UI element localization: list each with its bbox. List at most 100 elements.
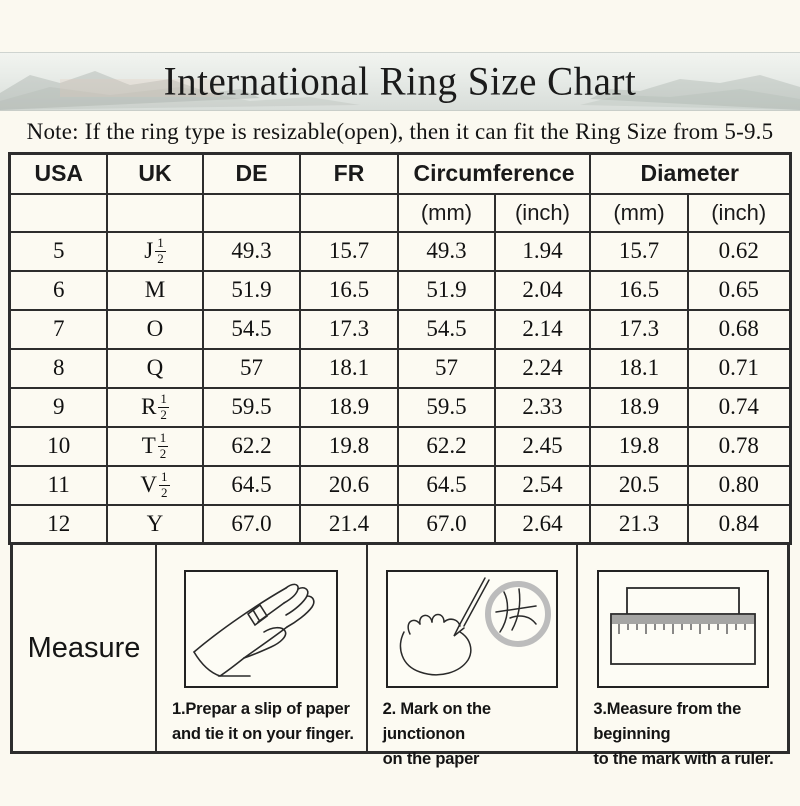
cell-fr-size: 18.1	[298, 347, 399, 389]
table-row: 8 Q 1 2 57 18.1 57 2.24 18.1 0.71	[8, 347, 791, 389]
table-row: 12 Y 1 2 67.0 21.4 67.0 2.64 21.3 0.84	[8, 503, 791, 545]
fraction-numerator: 1	[157, 430, 169, 447]
column-header-circumference: Circumference	[396, 152, 592, 195]
empty-cell	[105, 192, 204, 233]
measure-label-cell: Measure	[13, 545, 157, 751]
cell-usa-size: 10	[8, 425, 108, 467]
half-fraction: 1 2	[157, 430, 169, 461]
hand-with-paper-strip-icon	[184, 570, 339, 688]
cell-diameter-inch: 0.74	[687, 386, 791, 428]
cell-diameter-inch: 0.65	[687, 269, 791, 311]
uk-letter: T	[141, 433, 156, 458]
cell-circumference-mm: 62.2	[396, 425, 496, 467]
cell-diameter-mm: 16.5	[589, 269, 689, 311]
column-header-usa: USA	[8, 152, 108, 195]
cell-de-size: 57	[201, 347, 301, 389]
uk-letter: Q	[146, 355, 164, 380]
cell-circumference-mm: 54.5	[396, 308, 496, 350]
cell-uk-size: J 1 2	[105, 230, 204, 272]
cell-de-size: 64.5	[201, 464, 301, 506]
table-row: 11 V 1 2 64.5 20.6 64.5 2.54 20.5 0.80	[8, 464, 791, 506]
top-margin	[0, 0, 800, 52]
half-fraction: 1 2	[155, 235, 166, 266]
uk-letter: M	[144, 277, 166, 302]
cell-usa-size: 6	[8, 269, 108, 311]
cell-de-size: 51.9	[201, 269, 301, 311]
cell-diameter-mm: 20.5	[589, 464, 689, 506]
table-row: 6 M 1 2 51.9 16.5 51.9 2.04 16.5 0.65	[8, 269, 791, 311]
cell-usa-size: 11	[8, 464, 108, 506]
table-row: 5 J 1 2 49.3 15.7 49.3 1.94 15.7 0.62	[8, 230, 791, 272]
column-header-uk: UK	[105, 152, 204, 195]
cell-diameter-inch: 0.68	[687, 308, 791, 350]
header-row-groups: USA UK DE FR Circumference Diameter	[8, 152, 791, 195]
cell-circumference-inch: 2.45	[493, 425, 592, 467]
uk-letter: V	[140, 472, 158, 497]
empty-cell	[8, 192, 108, 233]
fraction-denominator: 2	[157, 250, 164, 266]
cell-circumference-inch: 2.14	[493, 308, 592, 350]
cell-circumference-mm: 57	[396, 347, 496, 389]
unit-header-diameter-inch: (inch)	[687, 192, 791, 233]
mountain-background-icon	[0, 71, 800, 110]
cell-fr-size: 18.9	[298, 386, 399, 428]
cell-circumference-mm: 59.5	[396, 386, 496, 428]
cell-fr-size: 20.6	[298, 464, 399, 506]
cell-uk-size: T 1 2	[105, 425, 204, 467]
cell-circumference-inch: 2.54	[493, 464, 592, 506]
unit-header-circumference-inch: (inch)	[493, 192, 592, 233]
measure-step-2: 2. Mark on the junctionon on the paper	[368, 545, 579, 768]
cell-diameter-inch: 0.62	[687, 230, 791, 272]
cell-diameter-mm: 18.9	[589, 386, 689, 428]
measure-section: Measure 1.Prepar a slip of paper and tie…	[10, 545, 790, 768]
cell-usa-size: 8	[8, 347, 108, 389]
uk-letter: Y	[146, 510, 164, 536]
cell-fr-size: 17.3	[298, 308, 399, 350]
unit-header-diameter-mm: (mm)	[589, 192, 689, 233]
page-title: International Ring Size Chart	[163, 59, 637, 104]
cell-circumference-inch: 2.04	[493, 269, 592, 311]
fraction-denominator: 2	[161, 484, 168, 500]
cell-de-size: 54.5	[201, 308, 301, 350]
cell-de-size: 59.5	[201, 386, 301, 428]
measure-step-1: 1.Prepar a slip of paper and tie it on y…	[157, 545, 368, 751]
empty-cell	[298, 192, 399, 233]
pen-marking-junction-icon	[386, 570, 558, 688]
ruler-measure-icon	[596, 570, 769, 688]
fraction-denominator: 2	[160, 406, 167, 422]
ring-size-table: USA UK DE FR Circumference Diameter (mm)…	[8, 152, 792, 545]
cell-circumference-inch: 2.24	[493, 347, 592, 389]
step-1-caption: 1.Prepar a slip of paper and tie it on y…	[172, 700, 354, 743]
column-header-fr: FR	[298, 152, 399, 195]
cell-circumference-inch: 1.94	[493, 230, 592, 272]
cell-usa-size: 7	[8, 308, 108, 350]
cell-diameter-mm: 18.1	[589, 347, 689, 389]
cell-diameter-inch: 0.78	[687, 425, 791, 467]
fraction-numerator: 1	[155, 235, 166, 252]
title-banner: International Ring Size Chart	[0, 52, 800, 111]
fraction-numerator: 1	[159, 469, 170, 486]
cell-uk-size: Y 1 2	[105, 503, 204, 545]
cell-circumference-mm: 67.0	[396, 503, 496, 545]
header-row-units: (mm) (inch) (mm) (inch)	[8, 192, 791, 233]
cell-fr-size: 21.4	[298, 503, 399, 545]
step-3-caption: 3.Measure from the beginning to the mark…	[593, 700, 774, 768]
uk-letter: J	[144, 238, 154, 263]
table-row: 9 R 1 2 59.5 18.9 59.5 2.33 18.9 0.74	[8, 386, 791, 428]
cell-uk-size: O 1 2	[105, 308, 204, 350]
cell-diameter-inch: 0.84	[687, 503, 791, 545]
unit-header-circumference-mm: (mm)	[396, 192, 496, 233]
cell-uk-size: M 1 2	[105, 269, 204, 311]
note-text: Note: If the ring type is resizable(open…	[26, 118, 774, 144]
cell-de-size: 67.0	[201, 503, 301, 545]
fraction-denominator: 2	[159, 445, 167, 461]
column-header-diameter: Diameter	[589, 152, 791, 195]
cell-usa-size: 5	[8, 230, 108, 272]
cell-circumference-inch: 2.64	[493, 503, 592, 545]
table-row: 10 T 1 2 62.2 19.8 62.2 2.45 19.8 0.78	[8, 425, 791, 467]
cell-diameter-inch: 0.80	[687, 464, 791, 506]
cell-usa-size: 9	[8, 386, 108, 428]
cell-circumference-mm: 64.5	[396, 464, 496, 506]
column-header-de: DE	[201, 152, 301, 195]
cell-diameter-mm: 19.8	[589, 425, 689, 467]
